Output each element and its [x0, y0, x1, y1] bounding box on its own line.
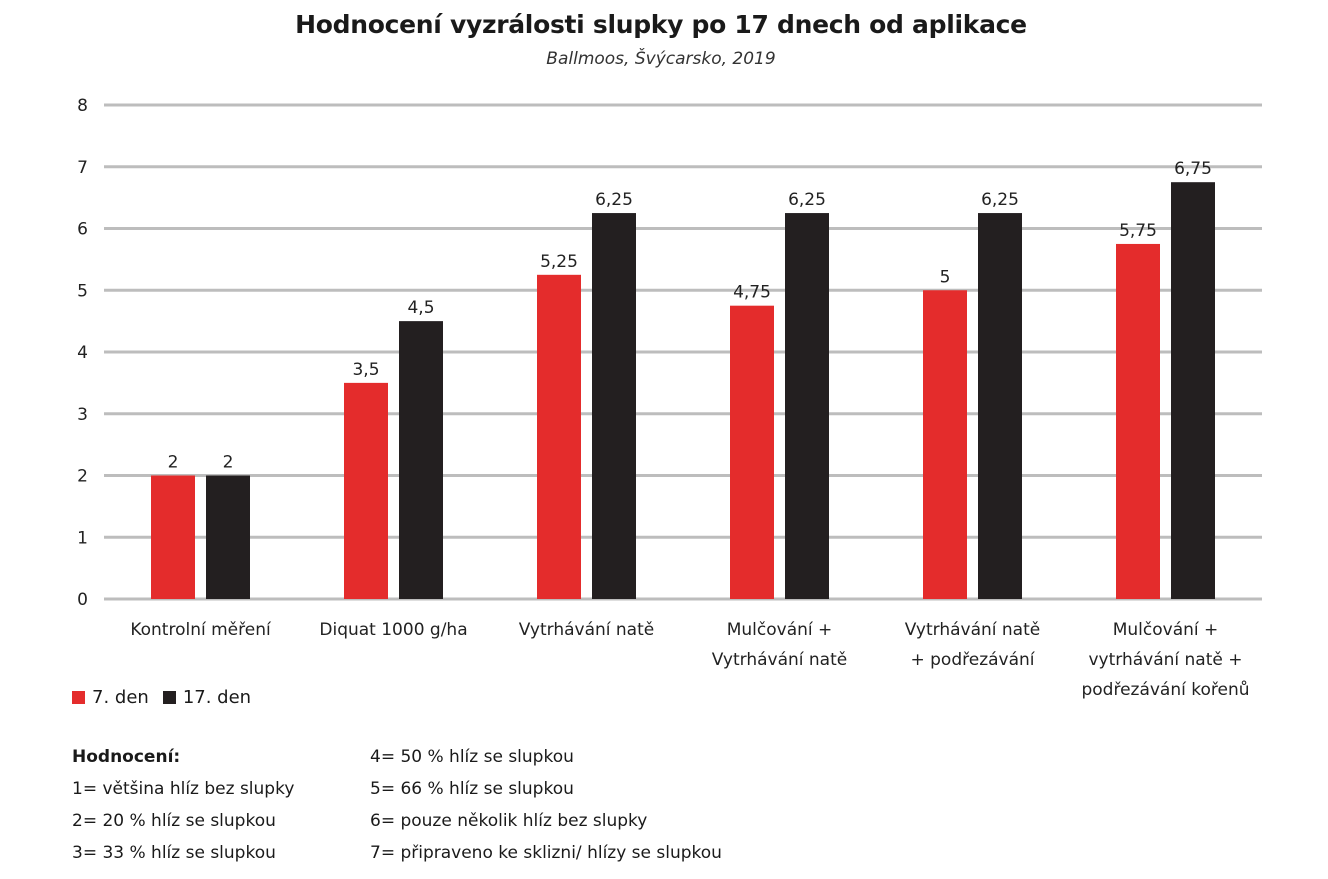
rating-note: 3= 33 % hlíz se slupkou — [72, 843, 276, 863]
legend: 7. den 17. den — [72, 687, 265, 708]
legend-swatch-17-den — [162, 691, 176, 704]
rating-notes-col1: Hodnocení: 1= většina hlíz bez slupky 2=… — [72, 741, 294, 869]
y-tick-label: 4 — [77, 343, 88, 363]
bar — [978, 213, 1022, 599]
x-tick-label: Vytrhávání natě — [905, 620, 1040, 640]
rating-note: 7= připraveno ke sklizni/ hlízy se slupk… — [370, 843, 722, 863]
legend-label-17-den: 17. den — [182, 687, 252, 708]
rating-note: 4= 50 % hlíz se slupkou — [370, 747, 574, 767]
data-label: 5,75 — [1119, 221, 1157, 241]
bar — [730, 305, 774, 599]
data-label: 4,75 — [733, 283, 771, 303]
x-tick-label: Vytrhávání natě — [519, 620, 654, 640]
bar — [399, 321, 443, 599]
bar — [206, 475, 250, 599]
x-tick-label: podřezávání kořenů — [1081, 680, 1249, 700]
bar — [923, 290, 967, 599]
y-tick-label: 6 — [77, 220, 88, 240]
x-tick-label: + podřezávání — [910, 650, 1035, 670]
bar — [537, 274, 581, 599]
data-label: 2 — [168, 453, 179, 473]
x-tick-label: vytrhávání natě + — [1088, 650, 1242, 670]
x-tick-label: Mulčování + — [727, 620, 833, 640]
legend-swatch-7-den — [72, 691, 85, 704]
chart-subtitle: Ballmoos, Švýcarsko, 2019 — [546, 49, 776, 69]
rating-note: 6= pouze několik hlíz bez slupky — [370, 811, 648, 831]
bar — [1171, 182, 1215, 599]
rating-note: 1= většina hlíz bez slupky — [72, 779, 295, 799]
y-tick-label: 1 — [77, 528, 88, 548]
rating-heading: Hodnocení: — [72, 747, 181, 767]
x-tick-label: Mulčování + — [1113, 620, 1219, 640]
bar — [592, 213, 636, 599]
bar — [151, 475, 195, 599]
data-label: 6,25 — [595, 190, 633, 210]
rating-note: 5= 66 % hlíz se slupkou — [370, 779, 574, 799]
x-tick-label: Vytrhávání natě — [712, 650, 847, 670]
legend-item-7-den: 7. den — [72, 687, 149, 708]
data-label: 6,25 — [981, 190, 1019, 210]
bar — [1116, 243, 1160, 599]
y-tick-label: 8 — [77, 96, 88, 116]
bar — [344, 382, 388, 599]
rating-note: 2= 20 % hlíz se slupkou — [72, 811, 276, 831]
legend-item-17-den: 17. den — [162, 687, 252, 708]
data-label: 2 — [223, 453, 234, 473]
data-label: 4,5 — [407, 298, 434, 318]
rating-notes-col2: 4= 50 % hlíz se slupkou 5= 66 % hlíz se … — [370, 741, 722, 869]
data-label: 5,25 — [540, 252, 578, 272]
chart-title: Hodnocení vyzrálosti slupky po 17 dnech … — [295, 10, 1027, 39]
x-tick-label: Diquat 1000 g/ha — [319, 620, 467, 640]
data-label: 6,25 — [788, 190, 826, 210]
y-tick-label: 2 — [77, 467, 88, 487]
legend-label-7-den: 7. den — [92, 687, 149, 708]
y-tick-label: 7 — [77, 158, 88, 178]
bar — [785, 213, 829, 599]
y-tick-label: 3 — [77, 405, 88, 425]
data-label: 3,5 — [352, 360, 379, 380]
data-label: 6,75 — [1174, 159, 1212, 179]
y-tick-label: 5 — [77, 281, 88, 301]
data-label: 5 — [940, 267, 951, 287]
x-tick-label: Kontrolní měření — [130, 620, 272, 640]
y-tick-label: 0 — [77, 590, 88, 610]
